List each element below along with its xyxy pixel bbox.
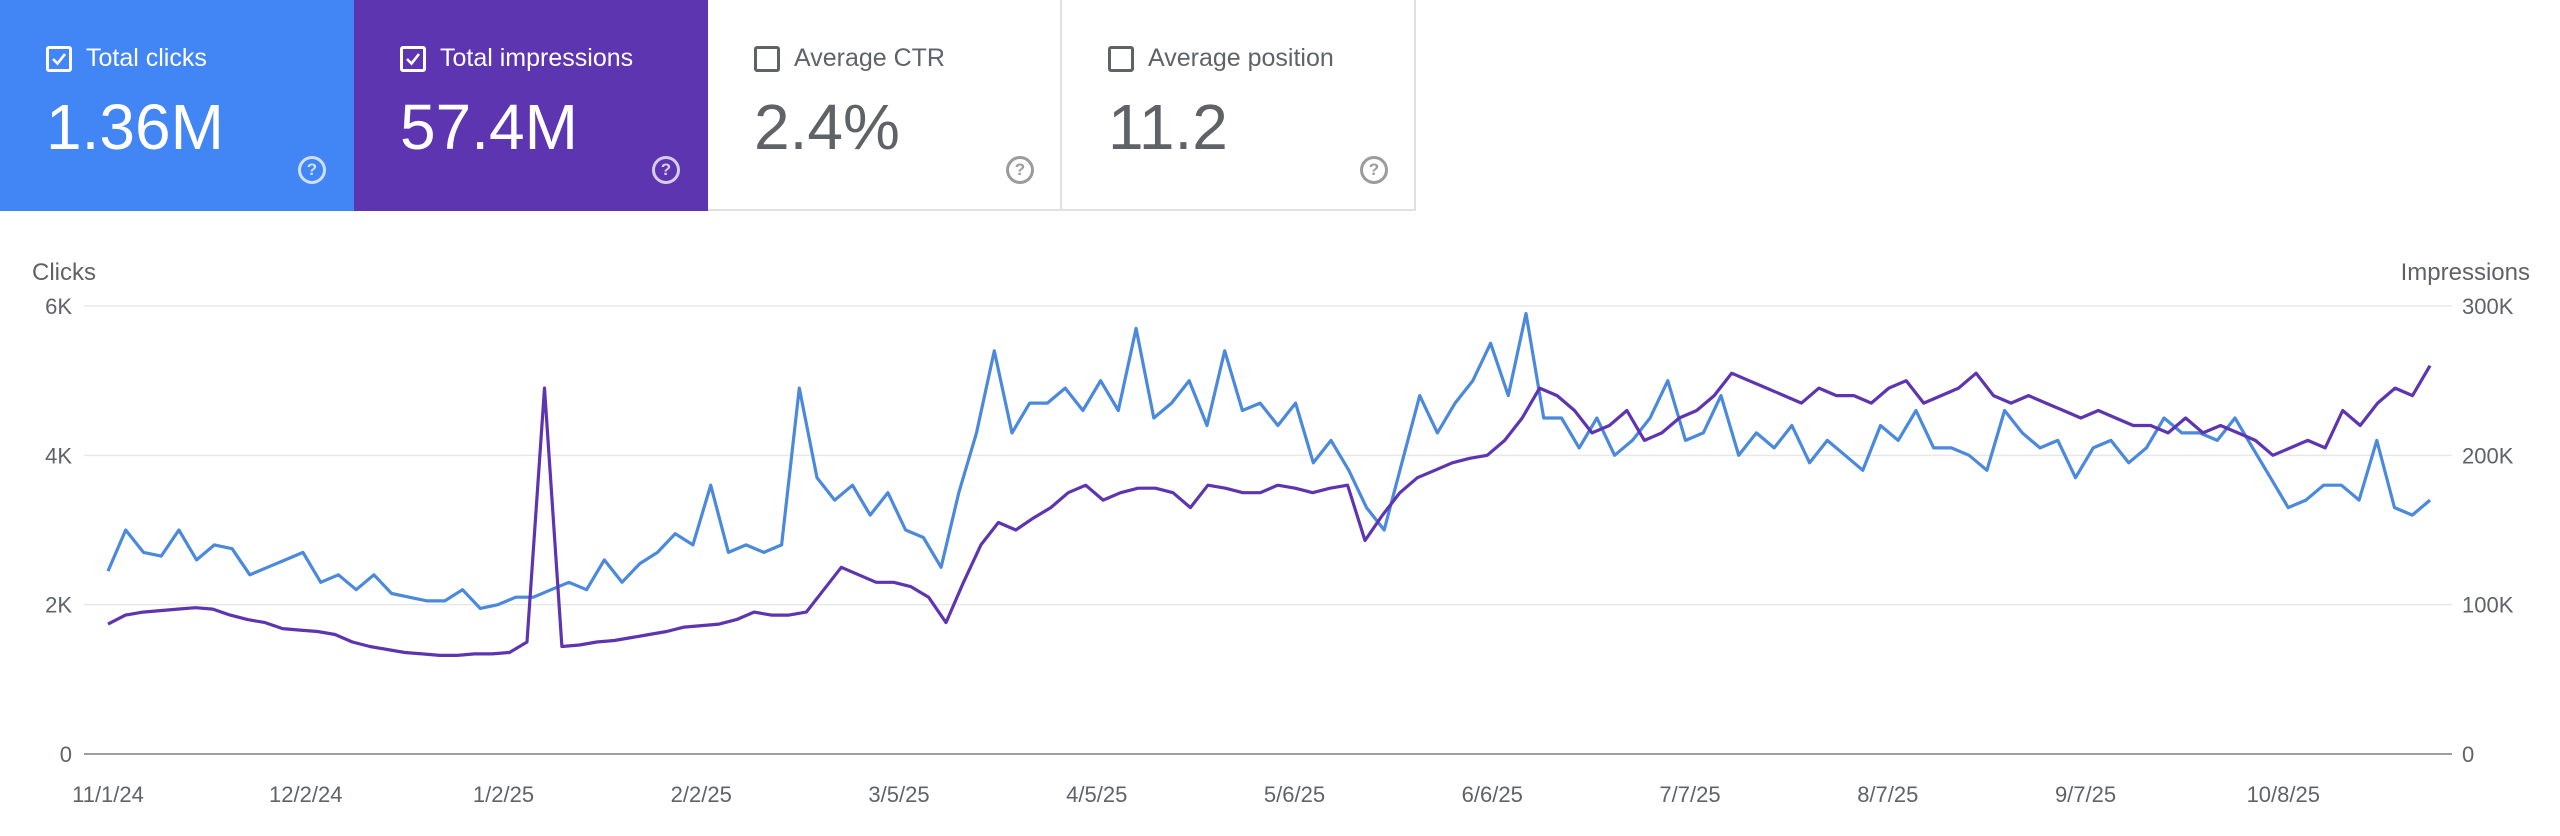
x-tick-label: 12/2/24	[269, 782, 342, 807]
left-axis-label: Clicks	[32, 259, 96, 286]
average-ctr-value: 2.4%	[754, 91, 900, 163]
left-tick-label: 2K	[45, 593, 72, 618]
average-position-card[interactable]: Average position 11.2 ?	[1062, 0, 1416, 211]
x-tick-label: 4/5/25	[1066, 782, 1127, 807]
help-icon[interactable]: ?	[298, 156, 326, 184]
right-axis-ticks: 0 100K 200K 300K	[2462, 294, 2514, 767]
x-tick-label: 5/6/25	[1264, 782, 1325, 807]
help-icon[interactable]: ?	[652, 156, 680, 184]
total-impressions-card[interactable]: Total impressions 57.4M ?	[354, 0, 708, 211]
performance-chart: Clicks Impressions 0 2K 4K 6K 0 100K 200K 300K…	[32, 259, 2530, 807]
right-axis-label: Impressions	[2401, 259, 2530, 286]
right-tick-label: 0	[2462, 742, 2474, 767]
left-axis-ticks: 0 2K 4K 6K	[45, 294, 72, 767]
total-clicks-value: 1.36M	[46, 91, 224, 163]
help-icon[interactable]: ?	[1006, 156, 1034, 184]
average-ctr-card[interactable]: Average CTR 2.4% ?	[708, 0, 1062, 211]
right-tick-label: 100K	[2462, 593, 2514, 618]
total-clicks-card[interactable]: Total clicks 1.36M ?	[0, 0, 354, 211]
x-tick-label: 10/8/25	[2247, 782, 2320, 807]
help-icon[interactable]: ?	[1360, 156, 1388, 184]
total-impressions-value: 57.4M	[400, 91, 578, 163]
average-position-label: Average position	[1148, 44, 1334, 72]
x-tick-label: 9/7/25	[2055, 782, 2116, 807]
metric-cards: Total clicks 1.36M ? Total impressions 5…	[0, 0, 1416, 211]
x-tick-label: 2/2/25	[671, 782, 732, 807]
right-tick-label: 300K	[2462, 294, 2514, 319]
x-tick-label: 8/7/25	[1857, 782, 1918, 807]
x-tick-label: 3/5/25	[868, 782, 929, 807]
average-ctr-label: Average CTR	[794, 44, 945, 72]
impressions-series-line	[107, 364, 2432, 657]
grid-lines	[84, 305, 2452, 755]
x-axis-ticks: 11/1/24 12/2/24 1/2/25 2/2/25 3/5/25 4/5/25 5/…	[72, 782, 2320, 807]
total-clicks-label: Total clicks	[86, 44, 207, 72]
checkbox-checked-icon[interactable]	[46, 46, 72, 72]
checkbox-unchecked-icon[interactable]	[754, 46, 780, 72]
x-tick-label: 11/1/24	[72, 782, 144, 807]
x-tick-label: 7/7/25	[1659, 782, 1720, 807]
left-tick-label: 6K	[45, 294, 72, 319]
checkbox-unchecked-icon[interactable]	[1108, 46, 1134, 72]
clicks-series-line	[106, 311, 2432, 610]
checkbox-checked-icon[interactable]	[400, 46, 426, 72]
left-tick-label: 4K	[45, 443, 72, 468]
right-tick-label: 200K	[2462, 443, 2514, 468]
series-lines	[106, 311, 2432, 657]
x-tick-label: 6/6/25	[1462, 782, 1523, 807]
total-impressions-label: Total impressions	[440, 44, 634, 72]
left-tick-label: 0	[60, 742, 72, 767]
average-position-value: 11.2	[1108, 91, 1228, 163]
x-tick-label: 1/2/25	[473, 782, 534, 807]
